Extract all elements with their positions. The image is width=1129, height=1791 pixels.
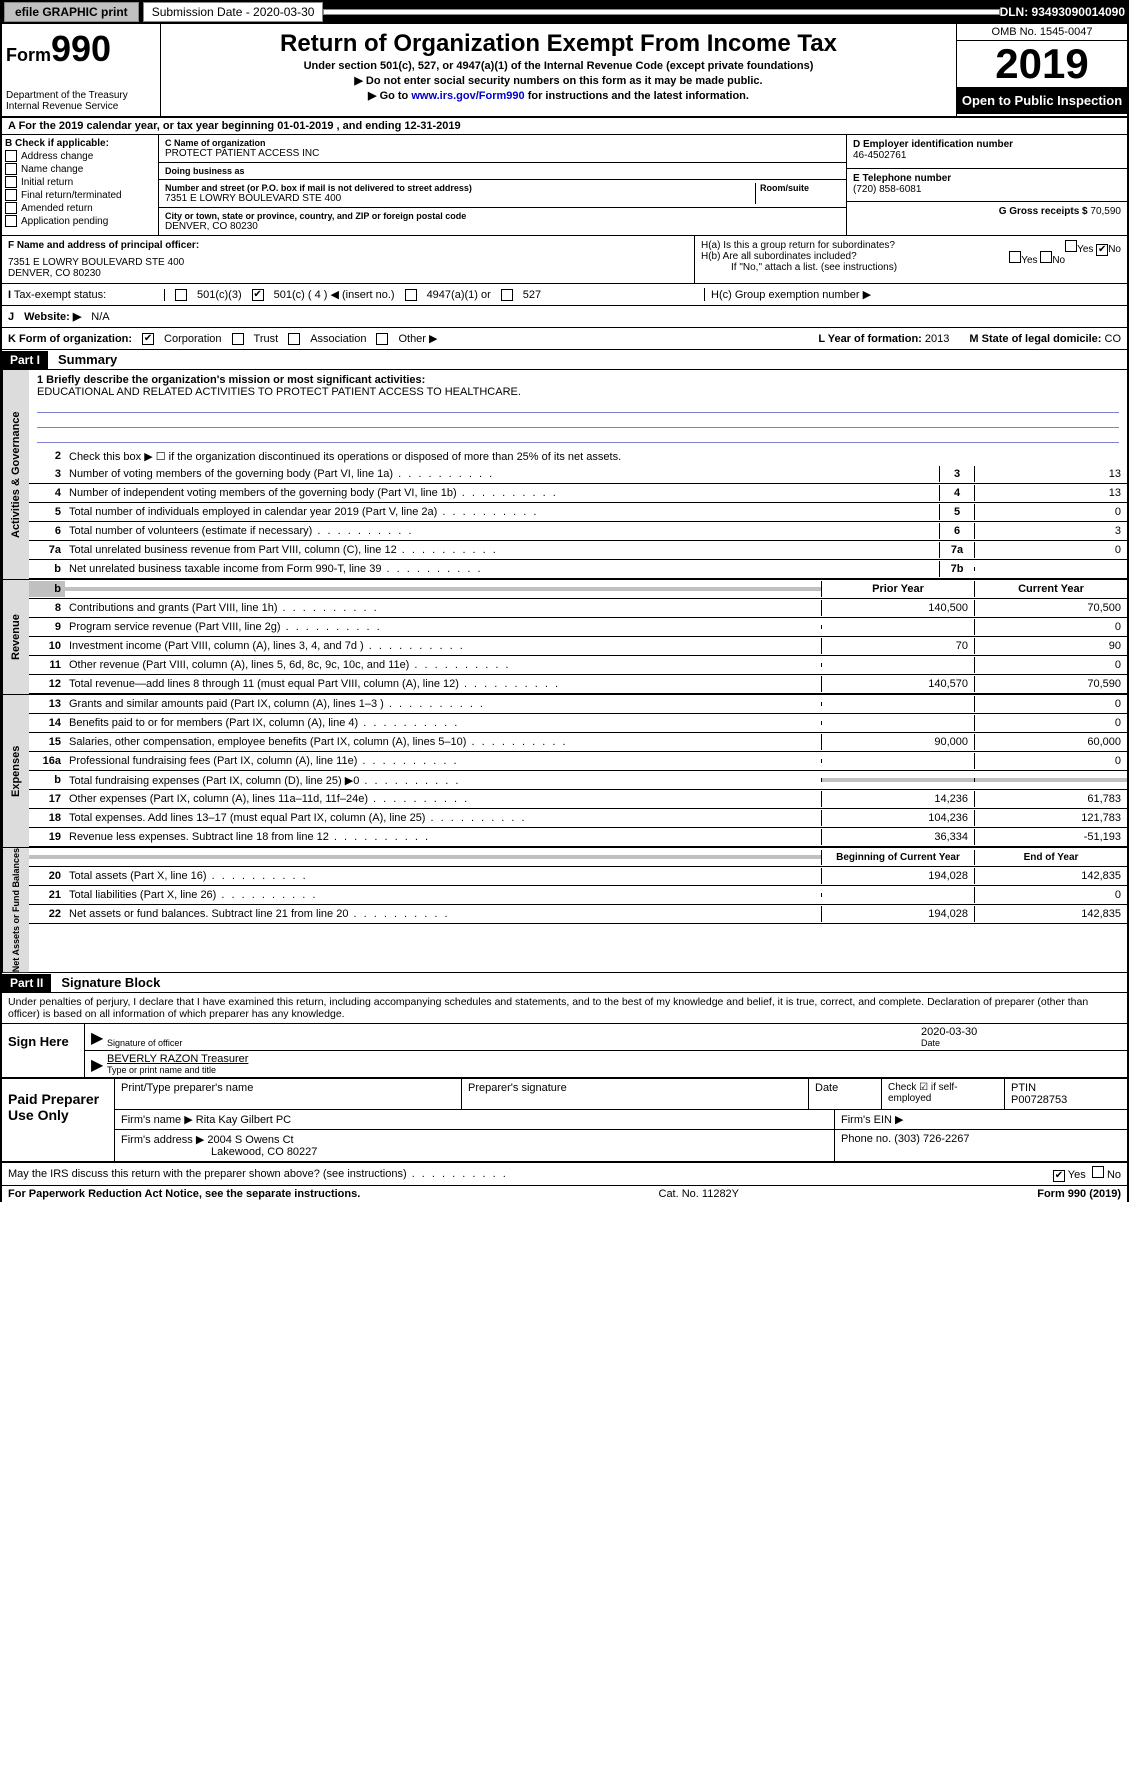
revenue-tab: Revenue	[2, 580, 29, 694]
org-name: PROTECT PATIENT ACCESS INC	[165, 148, 840, 159]
subtitle-1: Under section 501(c), 527, or 4947(a)(1)…	[169, 60, 948, 72]
dept-label: Department of the Treasury	[6, 90, 156, 101]
tax-year: 2019	[957, 41, 1127, 87]
part1-header: Part I	[2, 351, 48, 369]
section-b: B Check if applicable: Address change Na…	[2, 135, 159, 235]
website-value: N/A	[91, 311, 109, 323]
period-row: A For the 2019 calendar year, or tax yea…	[2, 118, 1127, 135]
net-tab: Net Assets or Fund Balances	[2, 848, 29, 972]
expenses-tab: Expenses	[2, 695, 29, 847]
omb-number: OMB No. 1545-0047	[957, 24, 1127, 41]
form-number: Form990	[6, 28, 156, 70]
form990-link[interactable]: www.irs.gov/Form990	[411, 90, 524, 102]
governance-tab: Activities & Governance	[2, 370, 29, 579]
ein-value: 46-4502761	[853, 150, 1121, 161]
firm-name: Rita Kay Gilbert PC	[196, 1114, 291, 1126]
declaration-text: Under penalties of perjury, I declare th…	[2, 993, 1127, 1024]
org-address: 7351 E LOWRY BOULEVARD STE 400	[165, 193, 755, 204]
phone-value: (720) 858-6081	[853, 184, 1121, 195]
part2-header: Part II	[2, 974, 51, 992]
ptin-value: P00728753	[1011, 1094, 1121, 1106]
form-header: Form990 Department of the Treasury Inter…	[2, 24, 1127, 118]
gross-receipts: 70,590	[1090, 206, 1121, 217]
subtitle-2: ▶ Do not enter social security numbers o…	[169, 74, 948, 87]
top-toolbar: efile GRAPHIC print Submission Date - 20…	[0, 0, 1129, 24]
preparer-phone: (303) 726-2267	[894, 1133, 969, 1145]
form-footer: Form 990 (2019)	[1037, 1188, 1121, 1200]
submission-date: Submission Date - 2020-03-30	[143, 2, 324, 22]
spacer	[323, 9, 999, 15]
open-public-badge: Open to Public Inspection	[957, 87, 1127, 114]
subtitle-3: ▶ Go to www.irs.gov/Form990 for instruct…	[169, 89, 948, 102]
mission-text: EDUCATIONAL AND RELATED ACTIVITIES TO PR…	[37, 386, 1119, 398]
org-city: DENVER, CO 80230	[165, 221, 840, 232]
efile-button[interactable]: efile GRAPHIC print	[4, 2, 139, 22]
irs-label: Internal Revenue Service	[6, 101, 156, 112]
form-title: Return of Organization Exempt From Incom…	[169, 30, 948, 58]
dln-label: DLN: 93493090014090	[1000, 5, 1125, 19]
signer-name: BEVERLY RAZON Treasurer	[107, 1053, 1121, 1065]
